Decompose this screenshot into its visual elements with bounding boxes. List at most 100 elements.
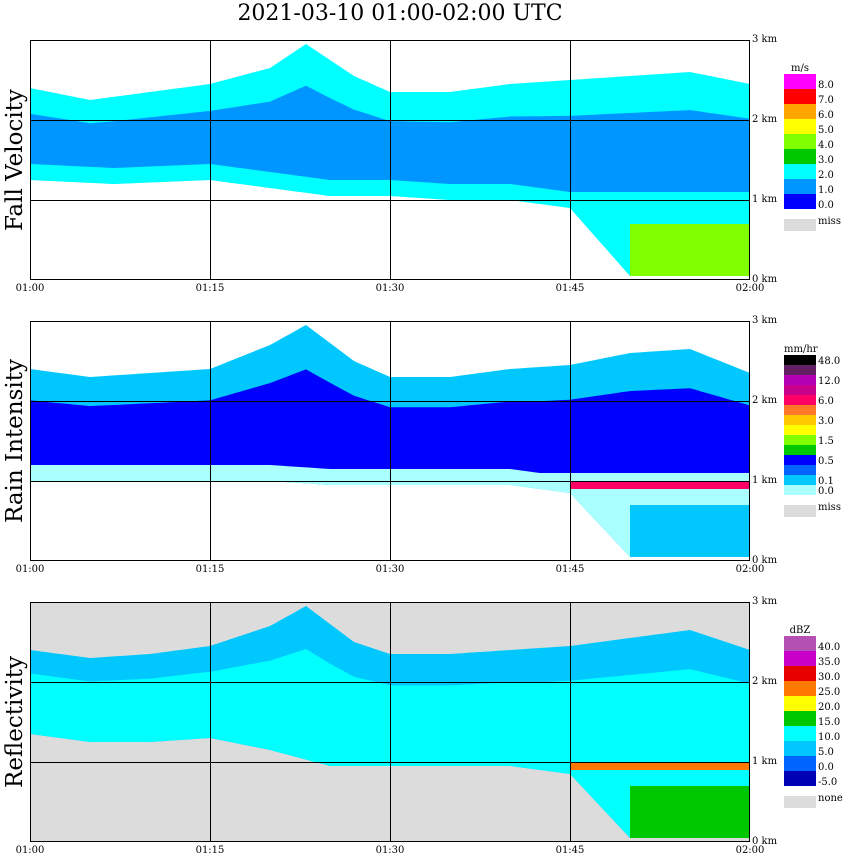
legend-level: 35.0 [818, 657, 841, 668]
legend-level: -5.0 [818, 777, 838, 788]
legend-swatch [784, 149, 816, 164]
legend-swatch [784, 385, 816, 395]
legend-level: 5.0 [818, 125, 834, 136]
legend-swatch [784, 636, 816, 651]
legend-level: 0.1 [818, 476, 834, 487]
reflectivity-time-label: 02:00 [735, 845, 765, 856]
reflectivity-height-label: 0 km [752, 836, 778, 847]
legend-missing-label: miss [818, 502, 841, 513]
legend-swatch [784, 651, 816, 666]
fall-velocity-time-label: 01:45 [555, 283, 585, 294]
legend-swatch [784, 475, 816, 485]
legend-swatch [784, 355, 816, 365]
chart-title: 2021-03-10 01:00-02:00 UTC [237, 1, 563, 26]
fall-velocity-time-label: 01:00 [15, 283, 45, 294]
legend-swatch-missing [784, 219, 816, 231]
rain-intensity-time-label: 02:00 [735, 564, 765, 575]
legend-missing-label: miss [818, 216, 841, 227]
legend-unit: dBZ [789, 625, 811, 636]
fall-velocity-height-label: 3 km [752, 34, 778, 45]
rain-intensity-time-label: 01:30 [375, 564, 405, 575]
reflectivity-time-label: 01:30 [375, 845, 405, 856]
legend-swatch [784, 425, 816, 435]
legend-unit: m/s [791, 63, 809, 74]
fall-velocity-height-label: 1 km [752, 194, 778, 205]
reflectivity-time-label: 01:00 [15, 845, 45, 856]
legend-level: 0.0 [818, 762, 834, 773]
legend-swatch [784, 89, 816, 104]
rain-intensity-time-label: 01:00 [15, 564, 45, 575]
legend-swatch [784, 179, 816, 194]
rain-intensity-time-label: 01:45 [555, 564, 585, 575]
rain-shaft [630, 786, 750, 838]
reflectivity-height-label: 3 km [752, 596, 778, 607]
legend-swatch [784, 455, 816, 465]
legend-swatch [784, 711, 816, 726]
fall-velocity-height-label: 2 km [752, 114, 778, 125]
legend-level: 3.0 [818, 155, 834, 166]
legend-swatch [784, 164, 816, 179]
rain-intensity-height-label: 2 km [752, 395, 778, 406]
legend-level: 15.0 [818, 717, 841, 728]
reflectivity-plot [30, 602, 750, 842]
legend-level: 2.0 [818, 170, 834, 181]
legend-swatch [784, 771, 816, 786]
legend-level: 1.5 [818, 436, 834, 447]
legend-level: 0.5 [818, 456, 834, 467]
legend-swatch [784, 194, 816, 209]
legend-swatch-missing [784, 796, 816, 808]
legend-level: 6.0 [818, 396, 834, 407]
legend-swatch [784, 465, 816, 475]
fall-velocity-time-label: 02:00 [735, 283, 765, 294]
legend-swatch [784, 726, 816, 741]
fall-velocity-time-label: 01:30 [375, 283, 405, 294]
legend-level: 10.0 [818, 732, 841, 743]
fall-velocity-height-label: 0 km [752, 274, 778, 285]
legend-level: 4.0 [818, 140, 834, 151]
legend-swatch [784, 405, 816, 415]
rain-intensity-time-label: 01:15 [195, 564, 225, 575]
bright-band [570, 481, 750, 489]
legend-level: 0.0 [818, 200, 834, 211]
rain-intensity-plot [30, 321, 750, 561]
rain-intensity-height-label: 3 km [752, 315, 778, 326]
reflectivity-time-label: 01:15 [195, 845, 225, 856]
legend-swatch [784, 485, 816, 495]
legend-level: 12.0 [818, 376, 841, 387]
legend-level: 40.0 [818, 642, 841, 653]
rain-shaft [630, 505, 750, 557]
legend-level: 5.0 [818, 747, 834, 758]
legend-swatch [784, 395, 816, 405]
rain-intensity-height-label: 0 km [752, 555, 778, 566]
legend-level: 0.0 [818, 486, 834, 497]
legend-swatch [784, 415, 816, 425]
rain-shaft [630, 224, 750, 276]
legend-swatch [784, 74, 816, 89]
legend-level: 1.0 [818, 185, 834, 196]
legend-swatch [784, 445, 816, 455]
legend-level: 7.0 [818, 95, 834, 106]
legend-swatch [784, 741, 816, 756]
reflectivity-svg [30, 602, 750, 842]
legend-level: 6.0 [818, 110, 834, 121]
legend-unit: mm/hr [784, 344, 818, 355]
rain-intensity-ylabel: Rain Intensity [2, 359, 28, 523]
legend-level: 3.0 [818, 416, 834, 427]
legend-swatch [784, 104, 816, 119]
legend-level: 8.0 [818, 80, 834, 91]
legend-swatch [784, 696, 816, 711]
legend-level: 25.0 [818, 687, 841, 698]
legend-swatch [784, 134, 816, 149]
fall-velocity-ylabel: Fall Velocity [2, 89, 28, 231]
legend-level: 20.0 [818, 702, 841, 713]
legend-swatch [784, 119, 816, 134]
fall-velocity-svg [30, 40, 750, 280]
legend-swatch-missing [784, 505, 816, 517]
legend-swatch [784, 681, 816, 696]
legend-missing-label: none [818, 793, 843, 804]
legend-swatch [784, 756, 816, 771]
legend-swatch [784, 365, 816, 375]
reflectivity-height-label: 1 km [752, 756, 778, 767]
rain-intensity-height-label: 1 km [752, 475, 778, 486]
legend-swatch [784, 375, 816, 385]
